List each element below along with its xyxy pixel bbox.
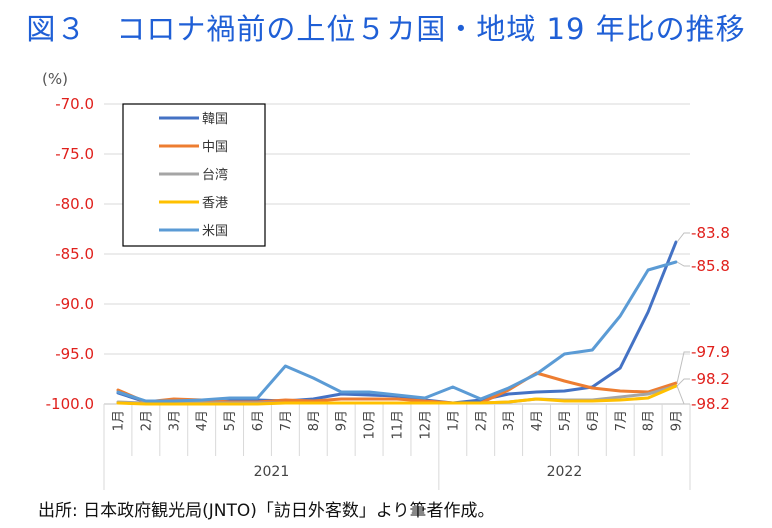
legend-label: 米国 bbox=[202, 224, 228, 239]
legend-label: 中国 bbox=[202, 140, 228, 155]
legend-label: 香港 bbox=[202, 196, 228, 211]
x-tick-label: 7月 bbox=[614, 410, 629, 431]
chart-title: 図３ コロナ禍前の上位５カ国・地域 19 年比の推移 bbox=[26, 12, 746, 46]
end-data-label: -98.2 bbox=[691, 395, 730, 413]
y-unit-label: (%) bbox=[42, 70, 68, 88]
y-tick-label: -80.0 bbox=[55, 195, 94, 213]
end-data-label: -85.8 bbox=[691, 257, 730, 275]
x-tick-label: 4月 bbox=[530, 410, 545, 431]
y-tick-label: -70.0 bbox=[55, 95, 94, 113]
x-tick-label: 12月 bbox=[418, 410, 433, 440]
legend-label: 台湾 bbox=[202, 167, 228, 183]
y-tick-label: -90.0 bbox=[55, 295, 94, 313]
y-tick-label: -95.0 bbox=[55, 345, 94, 363]
x-tick-label: 1月 bbox=[112, 410, 127, 431]
x-tick-label: 8月 bbox=[307, 410, 322, 431]
x-tick-label: 10月 bbox=[363, 410, 378, 440]
x-tick-label: 5月 bbox=[558, 410, 573, 431]
legend-label: 韓国 bbox=[202, 112, 228, 127]
y-tick-label: -85.0 bbox=[55, 245, 94, 263]
end-label-leader bbox=[676, 385, 691, 405]
x-tick-label: 2月 bbox=[474, 410, 489, 431]
end-label-leader bbox=[676, 351, 691, 384]
x-tick-label: 6月 bbox=[586, 410, 601, 431]
y-tick-label: -100.0 bbox=[46, 395, 94, 413]
end-label-leader bbox=[676, 261, 691, 267]
y-tick-label: -75.0 bbox=[55, 145, 94, 163]
x-tick-label: 8月 bbox=[642, 410, 657, 431]
end-label-leader bbox=[676, 378, 691, 387]
end-data-label: -97.9 bbox=[691, 343, 730, 361]
end-data-label: -83.8 bbox=[691, 224, 730, 242]
x-tick-label: 2月 bbox=[139, 410, 154, 431]
source-note: 出所: 日本政府観光局(JNTO)「訪日外客数」より筆者作成。 bbox=[38, 501, 495, 521]
x-tick-label: 6月 bbox=[251, 410, 266, 431]
x-tick-label: 1月 bbox=[446, 410, 461, 431]
end-data-label: -98.2 bbox=[691, 370, 730, 388]
series-line bbox=[116, 260, 678, 403]
x-tick-label: 7月 bbox=[279, 410, 294, 431]
x-tick-label: 9月 bbox=[670, 410, 685, 431]
year-label: 2021 bbox=[254, 464, 290, 480]
series-line bbox=[116, 240, 678, 405]
x-tick-label: 4月 bbox=[195, 410, 210, 431]
x-tick-label: 11月 bbox=[391, 410, 406, 440]
x-tick-label: 9月 bbox=[335, 410, 350, 431]
x-tick-label: 3月 bbox=[502, 410, 517, 431]
series-line bbox=[116, 384, 678, 406]
x-tick-label: 3月 bbox=[167, 410, 182, 431]
year-label: 2022 bbox=[547, 464, 583, 480]
end-label-leader bbox=[676, 232, 691, 243]
x-tick-label: 5月 bbox=[223, 410, 238, 431]
